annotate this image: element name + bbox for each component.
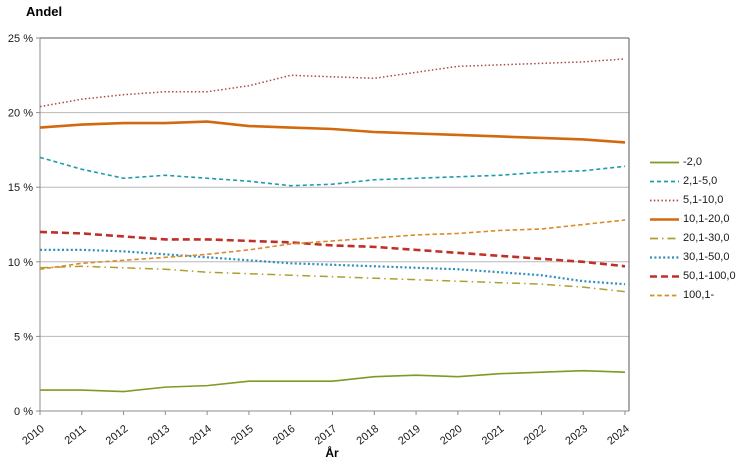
legend-line-swatch <box>650 294 679 296</box>
y-tick-label: 10 % <box>8 257 33 269</box>
chart-title: Andel <box>26 4 63 19</box>
x-tick-label: 2022 <box>522 423 549 448</box>
legend-label: 2,1-5,0 <box>683 175 718 187</box>
series-line-20,1-30,0 <box>39 265 626 293</box>
plot-generated: 0 % 5 % 10 % 15 % 20 % 25 % 2010 2011 2012 2013 20… <box>8 33 632 447</box>
x-tick-label: 2014 <box>187 423 214 448</box>
x-tick-label: 2015 <box>229 423 256 448</box>
x-tick-label: 2017 <box>313 423 340 448</box>
x-tick-label: 2013 <box>146 423 173 448</box>
x-tick-label: 2018 <box>354 423 381 448</box>
legend-label: 30,1-50,0 <box>683 251 730 263</box>
legend-item: -2,0 <box>649 156 736 168</box>
x-tick-label: 2021 <box>480 423 507 448</box>
legend-label: 50,1-100,0 <box>683 270 736 282</box>
legend-label: 100,1- <box>683 289 715 301</box>
legend-label: 20,1-30,0 <box>683 232 730 244</box>
x-tick-label: 2016 <box>271 423 298 448</box>
series-line-30,1-50,0 <box>40 248 626 286</box>
x-tick-label: 2010 <box>20 423 47 448</box>
x-tick-label: 2011 <box>63 423 89 447</box>
series-line-5,1-10,0 <box>39 58 626 108</box>
x-tick-label: 2019 <box>396 423 423 448</box>
y-tick-label: 20 % <box>8 108 33 120</box>
series-line-100,1- <box>39 219 626 271</box>
series-line--2,0 <box>40 369 626 393</box>
legend-label: -2,0 <box>683 156 702 168</box>
legend-label: 5,1-10,0 <box>683 194 724 206</box>
legend: -2,0 2,1-5,0 5,1-10,0 10,1-20,0 20,1-30,0 30,… <box>649 156 736 301</box>
series-line-2,1-5,0 <box>39 156 626 187</box>
legend-item: 5,1-10,0 <box>649 194 736 206</box>
legend-item: 50,1-100,0 <box>649 270 736 282</box>
x-tick-label: 2024 <box>605 423 632 448</box>
y-tick-label: 25 % <box>8 33 33 45</box>
legend-line-swatch <box>650 274 679 278</box>
legend-label: 10,1-20,0 <box>683 213 730 225</box>
x-axis-title: År <box>325 445 339 460</box>
x-tick-label: 2020 <box>438 423 465 448</box>
legend-line-swatch <box>650 161 679 163</box>
y-tick-label: 0 % <box>14 406 33 418</box>
series-line-10,1-20,0 <box>39 120 626 144</box>
legend-item: 20,1-30,0 <box>649 232 736 244</box>
legend-line-swatch <box>650 217 679 221</box>
x-tick-label: 2023 <box>563 423 590 448</box>
legend-item: 2,1-5,0 <box>649 175 736 187</box>
y-tick-label: 5 % <box>14 331 33 343</box>
y-tick-label: 15 % <box>8 182 33 194</box>
legend-line-swatch <box>650 255 679 259</box>
legend-item: 10,1-20,0 <box>649 213 736 225</box>
x-tick-label: 2012 <box>104 423 131 448</box>
legend-item: 30,1-50,0 <box>649 251 736 263</box>
legend-line-swatch <box>650 237 679 239</box>
series-line-50,1-100,0 <box>39 230 626 268</box>
legend-line-swatch <box>650 180 679 182</box>
legend-item: 100,1- <box>649 289 736 301</box>
legend-line-swatch <box>650 199 679 201</box>
